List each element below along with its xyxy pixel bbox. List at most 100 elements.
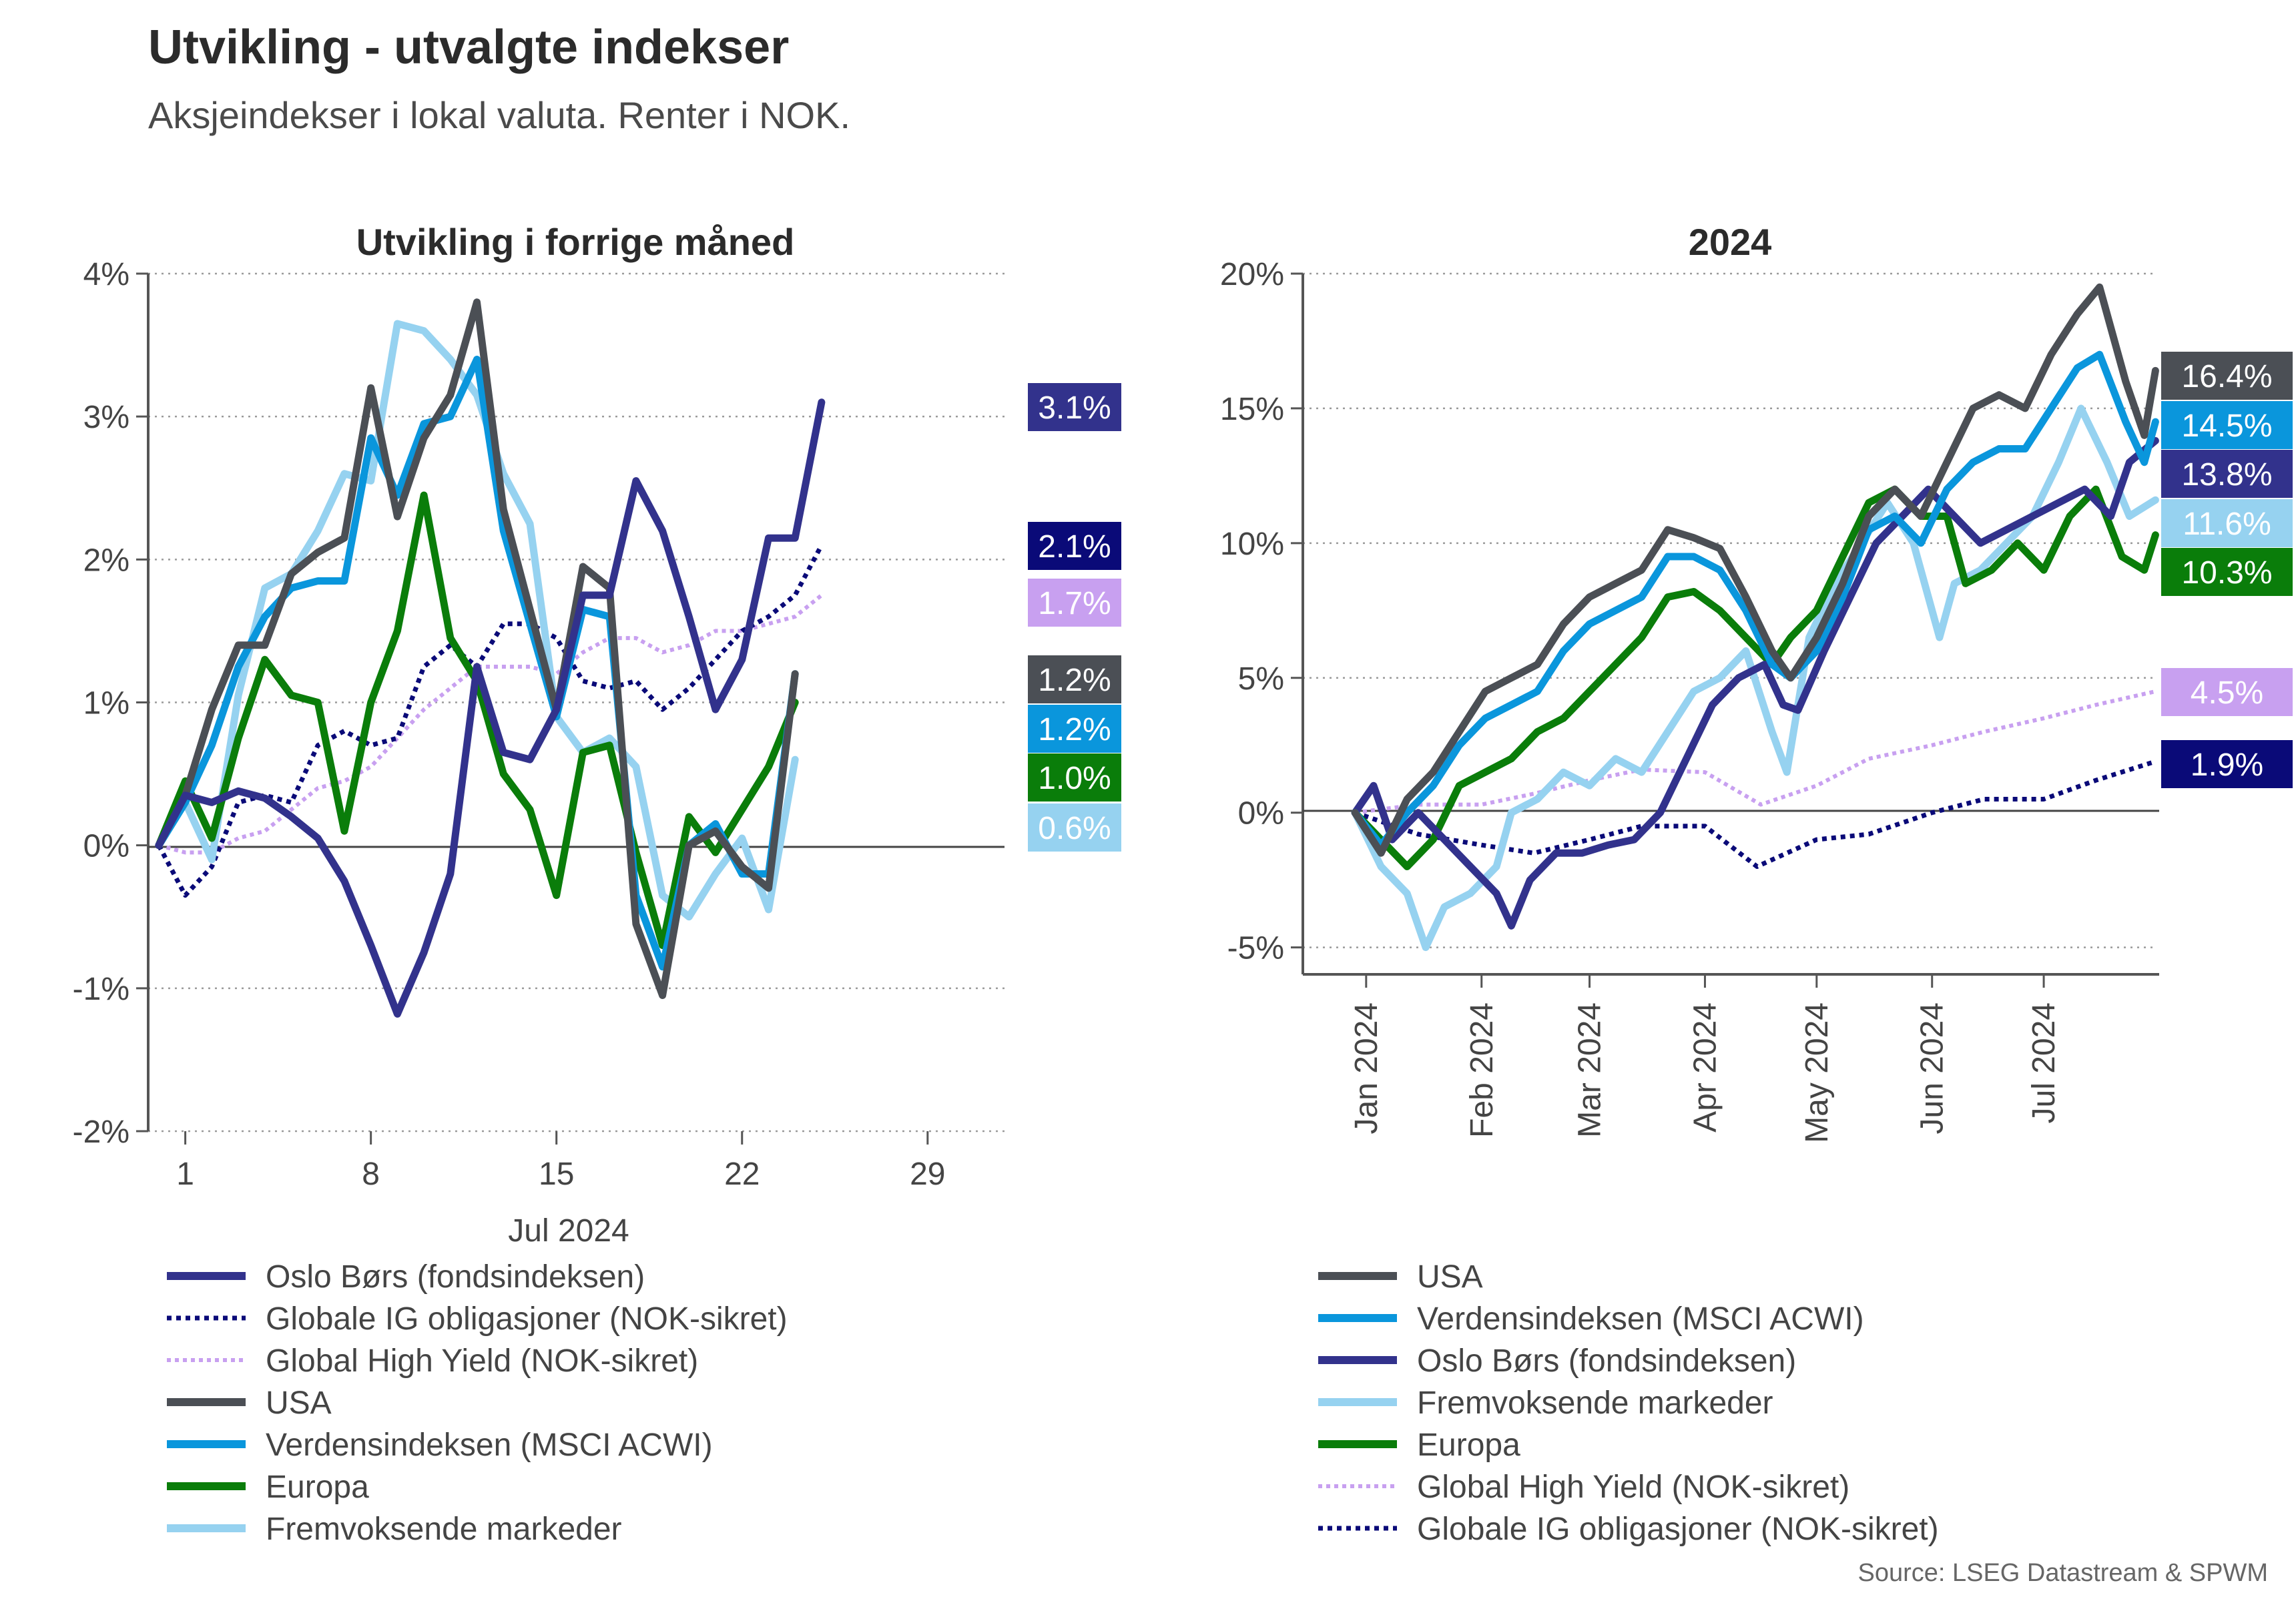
legend-item-hy: Global High Yield (NOK-sikret) bbox=[1318, 1470, 1849, 1505]
end-label-text: 1.7% bbox=[1038, 586, 1111, 621]
y-tick-label: -5% bbox=[1227, 931, 1284, 966]
end-label-text: 1.0% bbox=[1038, 761, 1111, 796]
end-label-text: 1.2% bbox=[1038, 663, 1111, 698]
end-label-text: 2.1% bbox=[1038, 529, 1111, 565]
end-label-box bbox=[1028, 655, 1121, 703]
end-label-em: 11.6% bbox=[2161, 499, 2293, 547]
chart-right: 2024 -5% 0% 5% 10% 15% 20% Jan 2024 Feb 2024 Ma… bbox=[1220, 221, 2293, 1547]
chart-right-x-tick-labels: Jan 2024 Feb 2024 Mar 2024 Apr 2024 May 2024… bbox=[1349, 974, 2062, 1143]
end-label-msci: 1.2% bbox=[1028, 705, 1121, 753]
legend-label: Fremvoksende markeder bbox=[266, 1512, 622, 1547]
end-label-oslo: 13.8% bbox=[2161, 450, 2293, 498]
end-label-text: 0.6% bbox=[1038, 811, 1111, 846]
y-tick-label: 3% bbox=[83, 400, 129, 435]
x-tick-label: Feb 2024 bbox=[1464, 1002, 1500, 1138]
chart-left-legend: Oslo Børs (fondsindeksen) Globale IG obli… bbox=[167, 1259, 788, 1547]
end-label-text: 14.5% bbox=[2181, 408, 2272, 444]
legend-item-msci: Verdensindeksen (MSCI ACWI) bbox=[167, 1427, 713, 1463]
legend-label: Verdensindeksen (MSCI ACWI) bbox=[266, 1427, 713, 1463]
legend-label: Global High Yield (NOK-sikret) bbox=[266, 1343, 698, 1379]
end-label-usa: 1.2% bbox=[1028, 655, 1121, 703]
end-label-box bbox=[2161, 450, 2293, 498]
series-line-msci bbox=[1351, 350, 2159, 849]
end-label-box bbox=[2161, 499, 2293, 547]
end-label-box bbox=[2161, 352, 2293, 400]
legend-item-usa: USA bbox=[167, 1385, 332, 1421]
end-label-hy: 1.7% bbox=[1028, 579, 1121, 627]
x-tick-label: Jun 2024 bbox=[1915, 1002, 1950, 1135]
y-tick-label: 4% bbox=[83, 257, 129, 292]
x-tick-label: May 2024 bbox=[1799, 1002, 1835, 1143]
legend-item-em: Fremvoksende markeder bbox=[1318, 1385, 1773, 1421]
series-line-hy bbox=[1354, 689, 2157, 815]
end-label-hy: 4.5% bbox=[2161, 668, 2293, 716]
legend-item-msci: Verdensindeksen (MSCI ACWI) bbox=[1318, 1301, 1864, 1337]
series-line-ig bbox=[1354, 759, 2157, 869]
x-tick-label: 8 bbox=[362, 1157, 380, 1192]
series-line-europa bbox=[155, 491, 799, 950]
legend-label: Oslo Børs (fondsindeksen) bbox=[1417, 1343, 1796, 1379]
end-label-box bbox=[1028, 579, 1121, 627]
legend-label: Fremvoksende markeder bbox=[1417, 1385, 1773, 1421]
end-label-europa: 1.0% bbox=[1028, 753, 1121, 802]
x-tick-label: Apr 2024 bbox=[1687, 1002, 1723, 1133]
chart-right-series bbox=[1351, 283, 2159, 952]
end-label-text: 10.3% bbox=[2181, 555, 2272, 591]
y-tick-label: -2% bbox=[73, 1114, 129, 1150]
end-label-text: 3.1% bbox=[1038, 390, 1111, 426]
end-label-box bbox=[1028, 522, 1121, 570]
chart-left-series bbox=[155, 298, 826, 1018]
chart-right-gridlines bbox=[1291, 272, 2155, 949]
end-label-ig: 1.9% bbox=[2161, 740, 2293, 788]
chart-right-title: 2024 bbox=[1689, 221, 1772, 263]
legend-item-europa: Europa bbox=[1318, 1427, 1520, 1463]
legend-label: Verdensindeksen (MSCI ACWI) bbox=[1417, 1301, 1864, 1337]
legend-label: Europa bbox=[1417, 1427, 1520, 1463]
y-tick-label: 2% bbox=[83, 543, 129, 578]
legend-item-hy: Global High Yield (NOK-sikret) bbox=[167, 1343, 698, 1379]
x-tick-label: 22 bbox=[724, 1157, 760, 1192]
y-tick-label: 0% bbox=[83, 829, 129, 864]
chart-right-legend: USA Verdensindeksen (MSCI ACWI) Oslo Børs … bbox=[1318, 1259, 1939, 1547]
chart-left: Utvikling i forrige måned -2% -1% 0% 1% 2% 3%… bbox=[73, 221, 1121, 1547]
end-label-oslo: 3.1% bbox=[1028, 383, 1121, 431]
legend-item-ig: Globale IG obligasjoner (NOK-sikret) bbox=[1318, 1512, 1939, 1547]
end-label-box bbox=[1028, 804, 1121, 852]
legend-label: Global High Yield (NOK-sikret) bbox=[1417, 1470, 1849, 1505]
x-tick-label: 29 bbox=[910, 1157, 945, 1192]
end-label-text: 4.5% bbox=[2191, 675, 2263, 711]
legend-label: Globale IG obligasjoner (NOK-sikret) bbox=[266, 1301, 788, 1337]
end-label-europa: 10.3% bbox=[2161, 548, 2293, 596]
chart-left-x-tick-labels: 1 8 15 22 29 bbox=[176, 1131, 946, 1192]
legend-label: USA bbox=[266, 1385, 332, 1421]
end-label-text: 11.6% bbox=[2183, 507, 2271, 542]
end-label-box bbox=[1028, 383, 1121, 431]
end-label-text: 1.9% bbox=[2191, 747, 2263, 783]
end-label-text: 1.2% bbox=[1038, 712, 1111, 747]
end-label-box bbox=[2161, 401, 2293, 449]
chart-left-x-label: Jul 2024 bbox=[508, 1213, 629, 1249]
main-title: Utvikling - utvalgte indekser bbox=[148, 21, 790, 74]
y-tick-label: 15% bbox=[1220, 392, 1284, 427]
legend-label: USA bbox=[1417, 1259, 1483, 1295]
legend-item-oslo: Oslo Børs (fondsindeksen) bbox=[1318, 1343, 1796, 1379]
source-note: Source: LSEG Datastream & SPWM bbox=[1857, 1559, 2268, 1587]
end-label-box bbox=[2161, 740, 2293, 788]
end-label-usa: 16.4% bbox=[2161, 352, 2293, 400]
series-line-em bbox=[155, 320, 799, 921]
end-label-ig: 2.1% bbox=[1028, 522, 1121, 570]
end-label-box bbox=[1028, 705, 1121, 753]
chart-right-y-tick-labels: -5% 0% 5% 10% 15% 20% bbox=[1220, 257, 1284, 966]
chart-left-gridlines bbox=[136, 272, 1005, 1133]
y-tick-label: -1% bbox=[73, 972, 129, 1007]
legend-item-usa: USA bbox=[1318, 1259, 1483, 1295]
chart-right-end-labels: 16.4% 14.5% 13.8% 11.6% 10.3% 4.5% 1.9% bbox=[2161, 352, 2293, 788]
legend-label: Europa bbox=[266, 1470, 369, 1505]
subtitle: Aksjeindekser i lokal valuta. Renter i N… bbox=[148, 94, 850, 136]
end-label-box bbox=[2161, 548, 2293, 596]
chart-left-y-tick-labels: -2% -1% 0% 1% 2% 3% 4% bbox=[73, 257, 129, 1150]
series-line-oslo bbox=[155, 398, 826, 1018]
end-label-text: 13.8% bbox=[2181, 457, 2272, 493]
series-line-ig bbox=[156, 544, 824, 898]
